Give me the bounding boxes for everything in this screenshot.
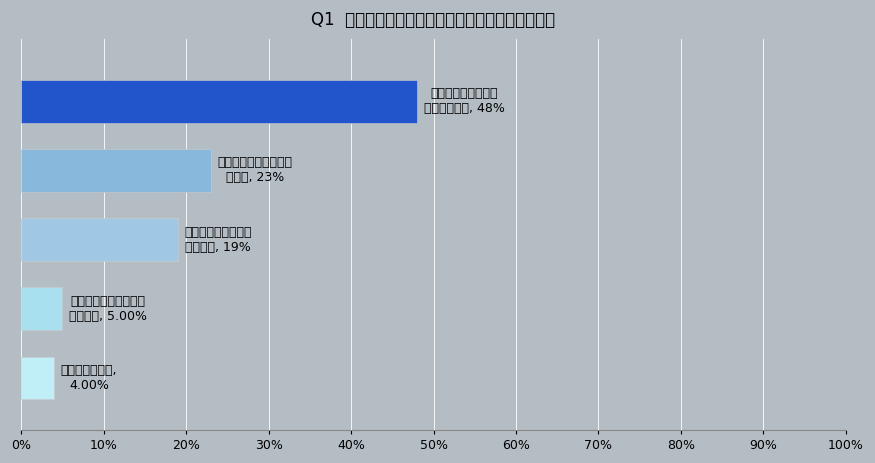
Bar: [21, 218, 178, 261]
Bar: [21, 149, 211, 192]
Text: 仏壇の買い替え,
4.00%: 仏壇の買い替え, 4.00%: [60, 364, 117, 392]
Bar: [21, 357, 54, 400]
Text: 仏壇の手入れが困難
になった, 19%: 仏壇の手入れが困難 になった, 19%: [185, 225, 252, 254]
Text: 親が亡くなり必要なく
なった, 23%: 親が亡くなり必要なく なった, 23%: [217, 156, 292, 184]
Bar: [21, 288, 62, 330]
Bar: [21, 80, 417, 123]
Title: Q1  仏壇処分を検討している理由を教えてください: Q1 仏壇処分を検討している理由を教えてください: [312, 11, 556, 29]
Text: 継承者がいないので
処分を考えた, 48%: 継承者がいないので 処分を考えた, 48%: [424, 87, 505, 115]
Text: 施設に入るので持って
行けない, 5.00%: 施設に入るので持って 行けない, 5.00%: [69, 295, 147, 323]
